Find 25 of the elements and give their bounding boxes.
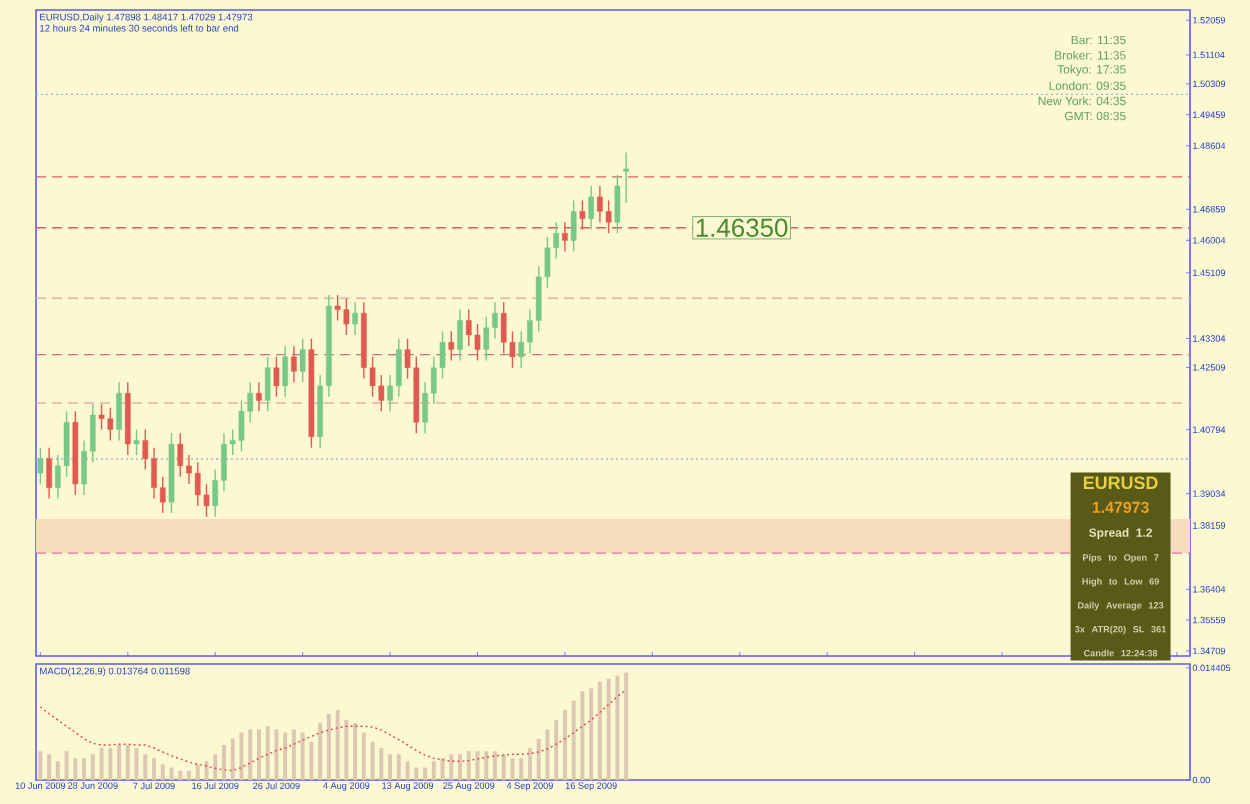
candlestick [614, 174, 621, 234]
candlestick [264, 356, 271, 413]
ref-line-label: 1.46350 [696, 218, 788, 237]
candlestick [291, 345, 297, 383]
candlestick [623, 151, 629, 204]
candlestick [133, 428, 140, 456]
candlestick [448, 330, 455, 362]
candlestick [579, 199, 586, 231]
candlestick [605, 199, 612, 234]
candlestick [273, 356, 280, 398]
candlestick [588, 185, 594, 231]
candlestick [352, 301, 358, 336]
candlestick [457, 308, 463, 362]
candlestick [570, 199, 577, 253]
candlestick [37, 446, 44, 485]
candlestick [562, 221, 568, 253]
candlestick [46, 446, 52, 500]
candlestick [299, 337, 306, 383]
candlestick [282, 345, 288, 398]
candlestick [116, 381, 122, 442]
candlestick [395, 337, 402, 398]
candlestick [256, 381, 262, 413]
candlestick [483, 316, 490, 362]
annotation: EURUSD [1083, 476, 1158, 490]
candlestick [177, 432, 184, 478]
